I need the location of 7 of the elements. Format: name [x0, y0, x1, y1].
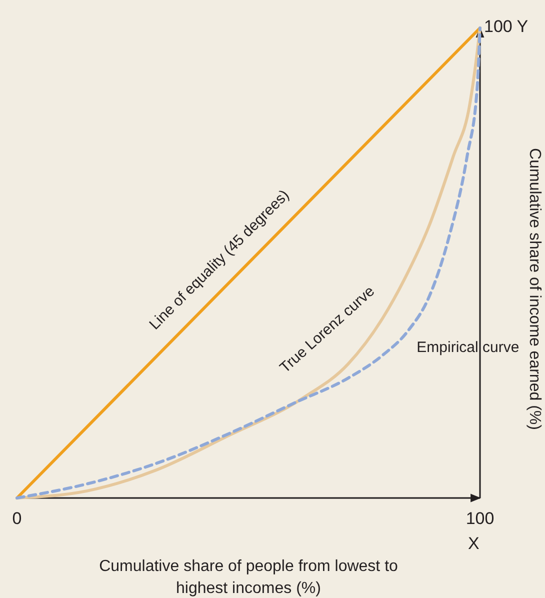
series-label: Empirical curve [416, 338, 520, 356]
x-tick-label: 0 [12, 509, 22, 528]
text: X [468, 534, 480, 553]
text: 100 Y [484, 17, 528, 36]
x-axis-title: Cumulative share of people from lowest to highest incomes (%) [99, 558, 398, 597]
x-tick-label: 100 [466, 509, 494, 528]
y-axis-title: Cumulative share of income earned (%) [526, 148, 543, 430]
